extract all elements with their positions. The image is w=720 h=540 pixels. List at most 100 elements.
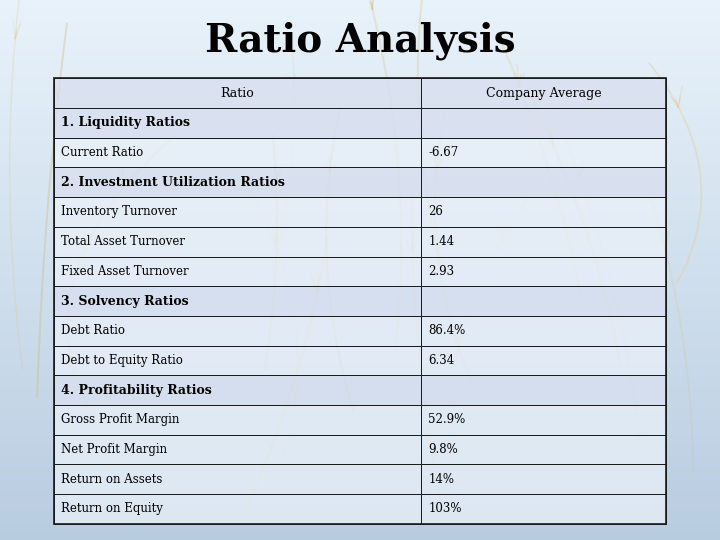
Bar <box>0 8 720 11</box>
Bar <box>0 89 720 92</box>
Bar <box>421 197 666 227</box>
Bar <box>0 392 720 394</box>
Bar <box>0 367 720 370</box>
Bar <box>0 332 720 335</box>
Bar <box>0 273 720 275</box>
Bar <box>0 389 720 392</box>
Bar <box>0 165 720 167</box>
Bar <box>0 397 720 400</box>
Text: 14%: 14% <box>428 472 454 486</box>
Bar <box>0 508 720 510</box>
Text: 52.9%: 52.9% <box>428 413 466 427</box>
Bar <box>0 462 720 464</box>
Bar <box>0 310 720 313</box>
Bar <box>0 111 720 113</box>
Bar <box>0 38 720 40</box>
Bar <box>0 151 720 154</box>
Bar <box>0 516 720 518</box>
Bar <box>0 92 720 94</box>
Bar <box>0 24 720 27</box>
Text: Current Ratio: Current Ratio <box>61 146 143 159</box>
Bar <box>0 116 720 119</box>
Bar <box>0 240 720 243</box>
Bar <box>0 302 720 305</box>
Bar <box>54 316 421 346</box>
Bar <box>0 451 720 454</box>
Bar <box>0 157 720 159</box>
Bar <box>0 243 720 246</box>
Bar <box>0 86 720 89</box>
Bar <box>0 216 720 219</box>
Bar <box>0 505 720 508</box>
Bar <box>0 35 720 38</box>
Bar <box>0 497 720 500</box>
Text: Ratio: Ratio <box>221 86 254 100</box>
Bar <box>0 378 720 381</box>
Bar <box>0 124 720 127</box>
Bar <box>0 529 720 532</box>
Bar <box>421 78 666 108</box>
Bar <box>0 432 720 435</box>
Bar <box>0 510 720 513</box>
Bar <box>0 329 720 332</box>
Bar <box>0 11 720 14</box>
Bar <box>0 265 720 267</box>
Bar <box>0 354 720 356</box>
Bar <box>0 500 720 502</box>
Bar <box>0 346 720 348</box>
Bar <box>54 346 421 375</box>
Bar <box>0 421 720 424</box>
Text: 86.4%: 86.4% <box>428 324 466 338</box>
Bar <box>0 489 720 491</box>
Bar <box>0 224 720 227</box>
Bar <box>0 381 720 383</box>
Bar <box>421 464 666 494</box>
Bar <box>0 154 720 157</box>
Bar <box>0 143 720 146</box>
Bar <box>0 238 720 240</box>
Bar <box>0 270 720 273</box>
Bar <box>0 176 720 178</box>
Bar <box>0 454 720 456</box>
Bar <box>0 400 720 402</box>
Text: Inventory Turnover: Inventory Turnover <box>61 205 177 219</box>
Bar <box>0 119 720 122</box>
Bar <box>0 362 720 364</box>
Bar <box>0 32 720 35</box>
Text: Net Profit Margin: Net Profit Margin <box>61 443 167 456</box>
Bar <box>0 97 720 100</box>
Bar <box>421 227 666 256</box>
Text: 26: 26 <box>428 205 444 219</box>
Bar <box>0 65 720 68</box>
Bar <box>421 108 666 138</box>
Bar <box>0 278 720 281</box>
Bar <box>0 532 720 535</box>
Bar <box>0 105 720 108</box>
Bar <box>0 170 720 173</box>
Bar <box>0 383 720 386</box>
Bar <box>0 54 720 57</box>
Bar <box>0 327 720 329</box>
Bar <box>54 227 421 256</box>
Bar <box>0 319 720 321</box>
Bar <box>0 472 720 475</box>
Bar <box>421 494 666 524</box>
Bar <box>0 370 720 373</box>
Bar <box>0 440 720 443</box>
Bar <box>0 148 720 151</box>
Bar <box>0 267 720 270</box>
Text: Ratio Analysis: Ratio Analysis <box>204 21 516 60</box>
Bar <box>0 235 720 238</box>
Text: 9.8%: 9.8% <box>428 443 458 456</box>
Bar <box>0 448 720 451</box>
Bar <box>0 351 720 354</box>
Bar <box>0 435 720 437</box>
Bar <box>0 211 720 213</box>
Bar <box>0 316 720 319</box>
Bar <box>421 405 666 435</box>
Bar <box>0 256 720 259</box>
Bar <box>0 300 720 302</box>
Text: 1. Liquidity Ratios: 1. Liquidity Ratios <box>61 116 190 130</box>
Bar <box>0 43 720 46</box>
Bar <box>0 100 720 103</box>
